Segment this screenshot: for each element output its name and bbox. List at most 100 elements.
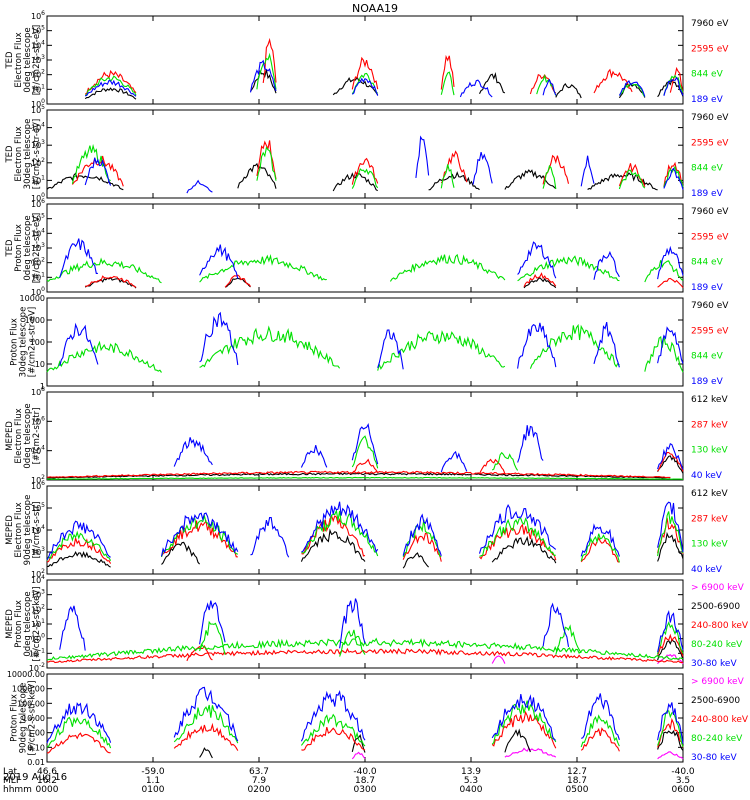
legend-entry: 130 keV	[691, 446, 728, 456]
series-trace-blue	[173, 686, 239, 742]
y-tick-label: 103	[31, 546, 45, 557]
series-trace-green	[377, 329, 506, 371]
series-trace-red	[580, 536, 620, 563]
panel-1: 100 101 102 103 104 105 106 TED Electron Flux 0de…	[5, 10, 729, 109]
y-axis-label-line: Proton Flux	[14, 224, 24, 272]
series-trace-blue	[377, 329, 404, 370]
y-tick-label: 103	[31, 139, 45, 150]
legend-entry: 80-240 keV	[691, 640, 743, 650]
series-trace-green	[389, 253, 506, 282]
series-trace-red	[440, 54, 455, 90]
series-trace-red	[491, 710, 557, 749]
series-trace-black	[504, 169, 557, 190]
y-tick-label: 0.01	[27, 758, 45, 767]
series-trace-black	[479, 71, 506, 95]
y-axis-label: MEPED Electron Flux 0deg telescope [#/cm2-s…	[5, 403, 42, 468]
series-trace-red	[256, 140, 277, 180]
legend-entry: 240-800 keV	[691, 715, 749, 725]
series-trace-green	[644, 336, 684, 373]
series-trace-red	[262, 37, 277, 83]
series-trace-red	[352, 458, 379, 474]
y-axis-label-line: 0deg telescope	[23, 27, 33, 92]
series-trace-green	[657, 710, 684, 748]
series-trace-black	[300, 528, 366, 562]
legend-entry: 189 eV	[691, 377, 724, 387]
series-trace-green	[479, 517, 556, 557]
series-trace-green	[199, 325, 341, 369]
y-tick-label: 104	[31, 122, 45, 133]
y-tick-label: 106	[31, 198, 45, 209]
series-trace-red	[351, 157, 379, 185]
series-trace-magenta	[657, 751, 684, 760]
series-trace-green	[618, 169, 646, 190]
series-trace-red	[224, 274, 251, 288]
series-trace-black	[237, 162, 277, 189]
series-trace-blue	[59, 605, 86, 651]
series-trace-red	[71, 155, 124, 187]
series-trace-blue	[160, 512, 239, 557]
series-trace-blue	[657, 609, 684, 653]
legend-entry: 844 eV	[691, 164, 724, 174]
y-axis-label: TED Proton Flux 0deg telescope [#/cm2-s-str…	[5, 213, 42, 283]
legend-entry: 30-80 keV	[691, 753, 737, 763]
series-trace-green	[46, 257, 162, 284]
y-tick-label: 10-1	[29, 647, 45, 658]
series-trace-green	[542, 165, 557, 189]
series-trace-blue	[402, 513, 442, 556]
series-trace-blue	[199, 311, 239, 366]
x-tick-mlt: 18.7	[567, 776, 587, 786]
series-trace-black	[161, 541, 201, 565]
panel-frame	[46, 109, 684, 199]
series-trace-blue	[478, 504, 557, 554]
y-tick-label: 1	[40, 382, 45, 391]
y-axis-label-line: Proton Flux	[10, 318, 20, 366]
series-trace-red	[440, 150, 468, 184]
legend-entry: 844 eV	[691, 70, 724, 80]
y-tick-label: 106	[31, 10, 45, 21]
series-trace-black	[657, 531, 684, 562]
series-trace-blue	[580, 523, 620, 557]
y-axis-label-line: MEPED	[5, 515, 15, 545]
y-axis-label: Proton Flux 30deg telescope [#/cm2-s-str-e…	[10, 307, 38, 378]
series-trace-blue	[301, 501, 379, 554]
series-trace-blue	[618, 80, 646, 97]
x-tick-lat: 46.6	[37, 767, 57, 777]
y-axis-label-line: TED	[5, 51, 15, 70]
x-row-label: MLT	[3, 776, 21, 786]
y-axis-label: TED Electron Flux 0deg telescope [#/cm2-s-s…	[5, 25, 42, 95]
legend-entry: 7960 eV	[691, 19, 729, 29]
x-tick-lat: 12.7	[567, 767, 587, 777]
series-trace-red	[669, 66, 684, 93]
y-tick-label: 101	[31, 174, 45, 185]
y-axis-label-line: Electron Flux	[14, 408, 24, 463]
series-trace-red	[657, 277, 684, 289]
series-trace-blue	[300, 445, 328, 468]
panel-8: 0.01 0.10 1.00 10.00 100.00 1000.00 10000.00 Pr…	[7, 670, 749, 767]
series-trace-blue	[581, 693, 620, 740]
series-trace-black	[504, 728, 531, 753]
legend-entry: 287 keV	[691, 420, 728, 430]
x-tick-lat: -40.0	[671, 767, 695, 777]
series-trace-blue	[517, 425, 544, 463]
series-trace-green	[339, 629, 366, 657]
y-axis-label-line: 30deg telescope	[19, 307, 29, 378]
series-trace-blue	[351, 423, 379, 465]
y-axis-label-line: 30deg telescope	[23, 119, 33, 190]
y-tick-label: 106	[31, 415, 45, 426]
panel-frame	[46, 15, 684, 105]
y-tick-label: 104	[31, 524, 45, 535]
legend-entry: 189 eV	[691, 95, 724, 105]
series-trace-green	[46, 716, 112, 749]
x-tick-hhmm: 0500	[566, 785, 589, 795]
series-trace-blue	[593, 321, 620, 368]
series-trace-black	[332, 172, 378, 192]
y-tick-label: 103	[31, 242, 45, 253]
y-axis-label-line: [#/cm2-s-str]	[32, 408, 42, 465]
series-trace-red	[173, 722, 239, 751]
y-axis-label-line: Proton Flux	[14, 600, 24, 648]
y-tick-label: 100	[31, 286, 45, 297]
x-tick-mlt: 18.7	[355, 776, 375, 786]
series-trace-black	[428, 171, 480, 191]
y-axis-label-line: [#/cm2-s-str-eV]	[32, 119, 42, 189]
series-trace-black	[491, 535, 557, 564]
